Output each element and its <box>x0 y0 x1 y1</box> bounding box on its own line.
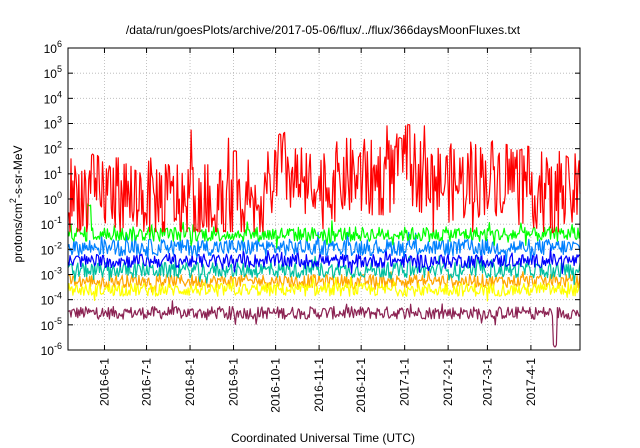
y-tick-label: 104 <box>44 89 62 106</box>
series-line <box>67 247 581 275</box>
y-axis: 10-6 10-5 10-4 10-3 10-2 10-1 100 101 102 103 104 1… <box>41 39 580 358</box>
y-tick-label: 106 <box>44 39 62 56</box>
x-tick-label: 2016-11-1 <box>312 358 326 412</box>
y-tick-label: 10-6 <box>41 341 62 358</box>
x-tick-label: 2017-1-1 <box>398 358 412 406</box>
y-tick-label: 10-4 <box>41 291 62 308</box>
series-line <box>67 255 581 285</box>
x-tick-label: 2016-12-1 <box>354 358 368 413</box>
y-tick-label: 10-1 <box>41 215 62 232</box>
x-tick-label: 2016-10-1 <box>269 358 283 413</box>
x-axis-label: Coordinated Universal Time (UTC) <box>231 431 415 445</box>
x-tick-label: 2016-9-1 <box>227 358 241 406</box>
y-tick-label: 105 <box>44 64 62 81</box>
y-tick-label: 103 <box>44 115 62 132</box>
y-axis-label: protons/cm2-s-sr-MeV <box>8 145 25 262</box>
series-line <box>67 276 581 302</box>
x-tick-label: 2016-6-1 <box>97 358 111 406</box>
series-line <box>67 124 581 234</box>
series-group <box>67 124 581 348</box>
x-tick-label: 2016-7-1 <box>140 358 154 406</box>
y-tick-label: 102 <box>44 140 62 157</box>
series-line <box>67 231 581 264</box>
x-tick-label: 2017-2-1 <box>441 358 455 406</box>
y-tick-label: 100 <box>44 190 62 207</box>
series-line <box>67 300 581 348</box>
y-tick-label: 10-5 <box>41 316 62 333</box>
grid <box>68 48 580 350</box>
x-tick-label: 2017-4-1 <box>524 358 538 406</box>
y-tick-label: 10-3 <box>41 266 62 283</box>
y-tick-label: 10-2 <box>41 240 62 257</box>
series-line <box>67 203 581 249</box>
x-tick-label: 2016-8-1 <box>183 358 197 406</box>
chart-title: /data/run/goesPlots/archive/2017-05-06/f… <box>126 23 521 37</box>
x-tick-label: 2017-3-1 <box>480 358 494 406</box>
x-axis: 2016-6-1 2016-7-1 2016-8-1 2016-9-1 2016-10-… <box>97 48 538 413</box>
y-tick-label: 101 <box>44 165 62 182</box>
